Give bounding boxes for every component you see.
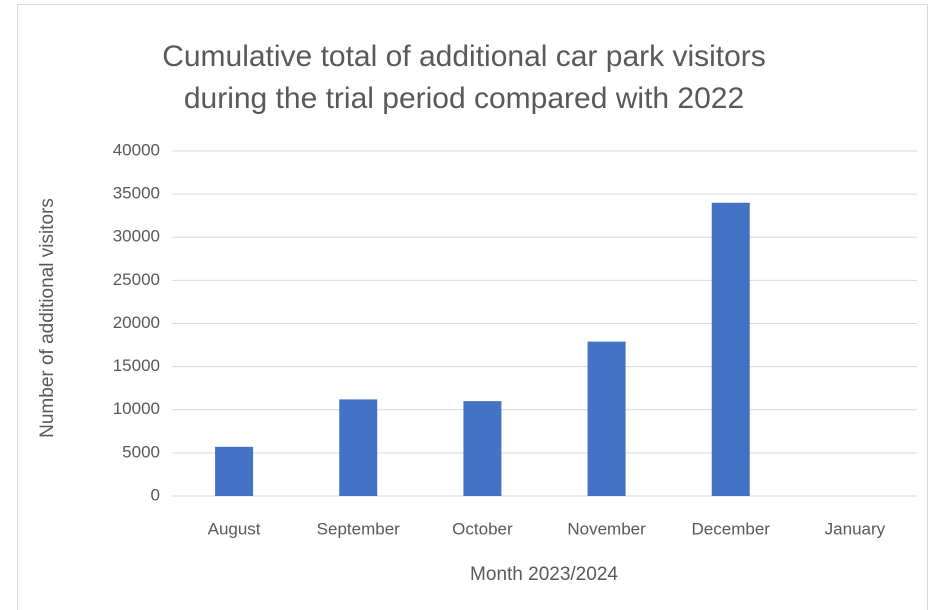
chart-border [17, 4, 928, 610]
y-tick-label: 15000 [113, 356, 160, 375]
bar [587, 341, 626, 496]
bar [215, 446, 254, 496]
x-tick-label: November [567, 519, 646, 538]
x-axis-title: Month 2023/2024 [470, 564, 618, 585]
bar [711, 202, 750, 496]
x-tick-label: September [317, 519, 400, 538]
y-tick-label: 20000 [113, 313, 160, 332]
bar [339, 399, 378, 496]
chart-title: Cumulative total of additional car park … [162, 40, 766, 73]
y-tick-label: 10000 [113, 399, 160, 418]
x-tick-label: August [208, 519, 261, 538]
x-tick-label: January [825, 519, 886, 538]
x-tick-label: December [692, 519, 771, 538]
y-tick-label: 5000 [122, 442, 160, 461]
y-tick-label: 25000 [113, 270, 160, 289]
y-axis-title: Number of additional visitors [37, 198, 58, 438]
y-tick-label: 35000 [113, 184, 160, 203]
chart-title: during the trial period compared with 20… [184, 82, 744, 115]
y-tick-label: 40000 [113, 140, 160, 159]
y-tick-label: 0 [151, 485, 160, 504]
y-tick-label: 30000 [113, 227, 160, 246]
x-tick-label: October [452, 519, 513, 538]
bar [463, 401, 502, 496]
